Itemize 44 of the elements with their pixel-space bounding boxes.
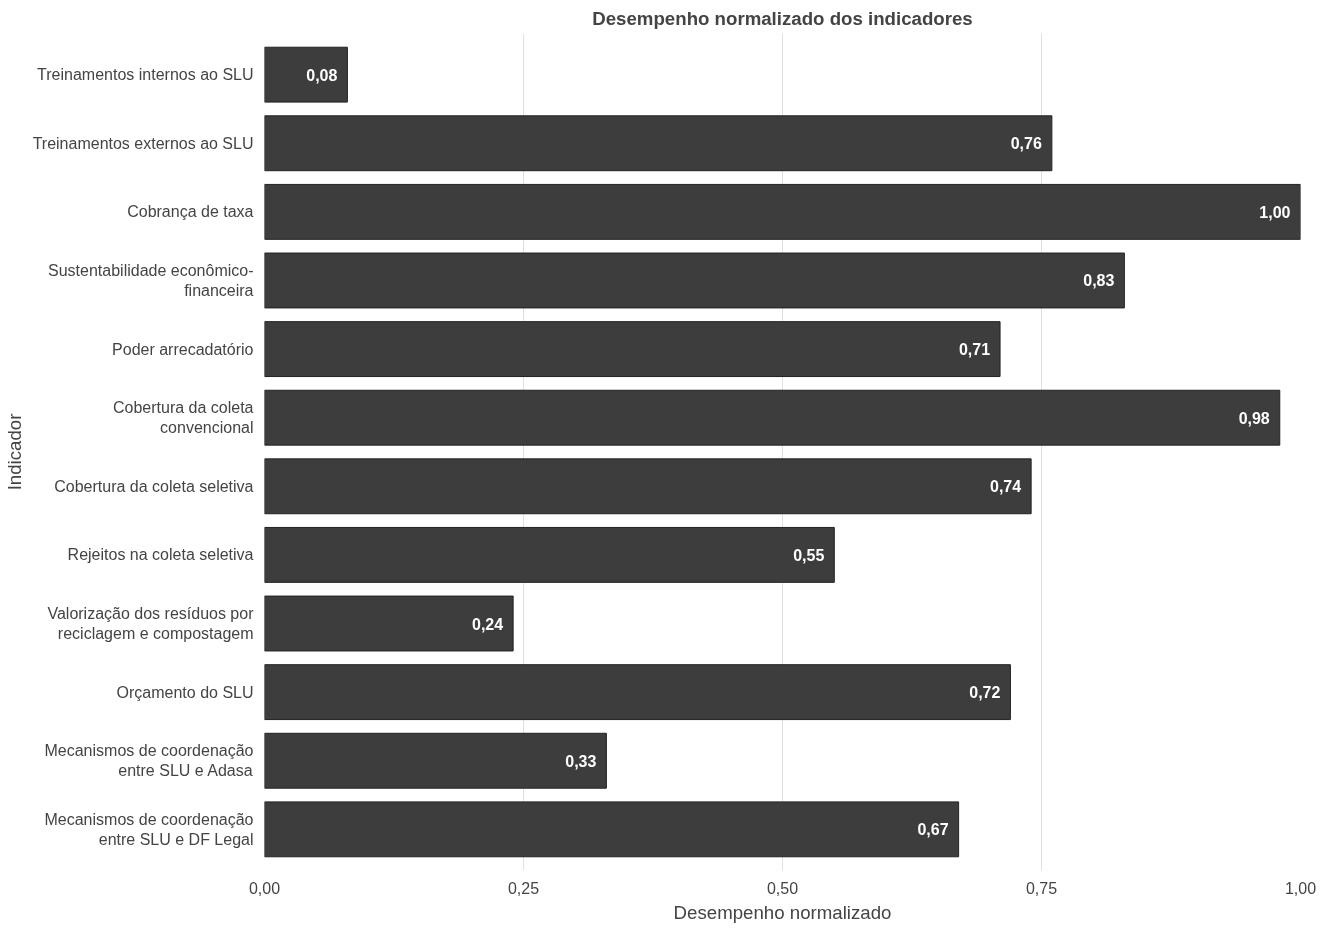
bar	[264, 46, 348, 103]
y-tick-label: Mecanismos de coordenação entre SLU e DF Legal	[44, 810, 254, 849]
y-tick-label: Rejeitos na coleta seletiva	[67, 546, 254, 564]
x-tick-label: 0,25	[507, 879, 540, 897]
bar	[264, 526, 835, 583]
data-label: 0,74	[990, 478, 1022, 496]
bar	[264, 732, 607, 789]
y-tick-label: Poder arrecadatório	[112, 340, 254, 358]
y-tick-label: Mecanismos de coordenação entre SLU e Adasa	[44, 742, 254, 780]
data-label: 0,98	[1238, 409, 1270, 427]
data-label: 0,76	[1010, 135, 1042, 153]
bar	[264, 664, 1011, 721]
x-tick-label: 0,75	[1025, 879, 1058, 897]
bar	[264, 252, 1125, 309]
y-tick-label: Treinamentos internos ao SLU	[37, 66, 254, 84]
x-axis-title: Desempenho normalizado	[673, 901, 892, 923]
y-tick-label: Treinamentos externos ao SLU	[32, 134, 254, 152]
bar	[264, 458, 1032, 515]
data-label: 0,72	[969, 684, 1001, 702]
data-label: 1,00	[1259, 203, 1291, 221]
data-label: 0,33	[565, 752, 597, 770]
x-tick-label: 0,00	[248, 879, 281, 897]
bar	[264, 801, 960, 858]
chart-title: Desempenho normalizado dos indicadores	[592, 7, 973, 29]
bar	[264, 321, 1001, 378]
bar	[264, 183, 1301, 240]
y-tick-label: Cobertura da coleta seletiva	[54, 477, 254, 495]
data-label: 0,55	[793, 546, 825, 564]
bar	[264, 115, 1053, 172]
bar	[264, 389, 1281, 446]
y-tick-label: Valorização dos resíduos por reciclagem e compostagem	[47, 604, 255, 643]
y-tick-label: Orçamento do SLU	[116, 683, 254, 701]
data-label: 0,83	[1083, 272, 1115, 290]
data-label: 0,67	[917, 821, 949, 839]
data-label: 0,71	[958, 341, 991, 359]
y-tick-label: Cobertura da coleta convencional	[112, 399, 254, 437]
bar	[264, 595, 514, 652]
x-tick-label: 1,00	[1284, 879, 1317, 897]
data-label: 0,24	[472, 615, 504, 633]
x-tick-label: 0,50	[766, 879, 799, 897]
data-label: 0,08	[306, 66, 338, 84]
y-axis-title: Indicador	[3, 413, 25, 491]
y-tick-label: Cobrança de taxa	[127, 203, 254, 221]
y-tick-label: Sustentabilidade econômico-financeira	[48, 261, 254, 300]
